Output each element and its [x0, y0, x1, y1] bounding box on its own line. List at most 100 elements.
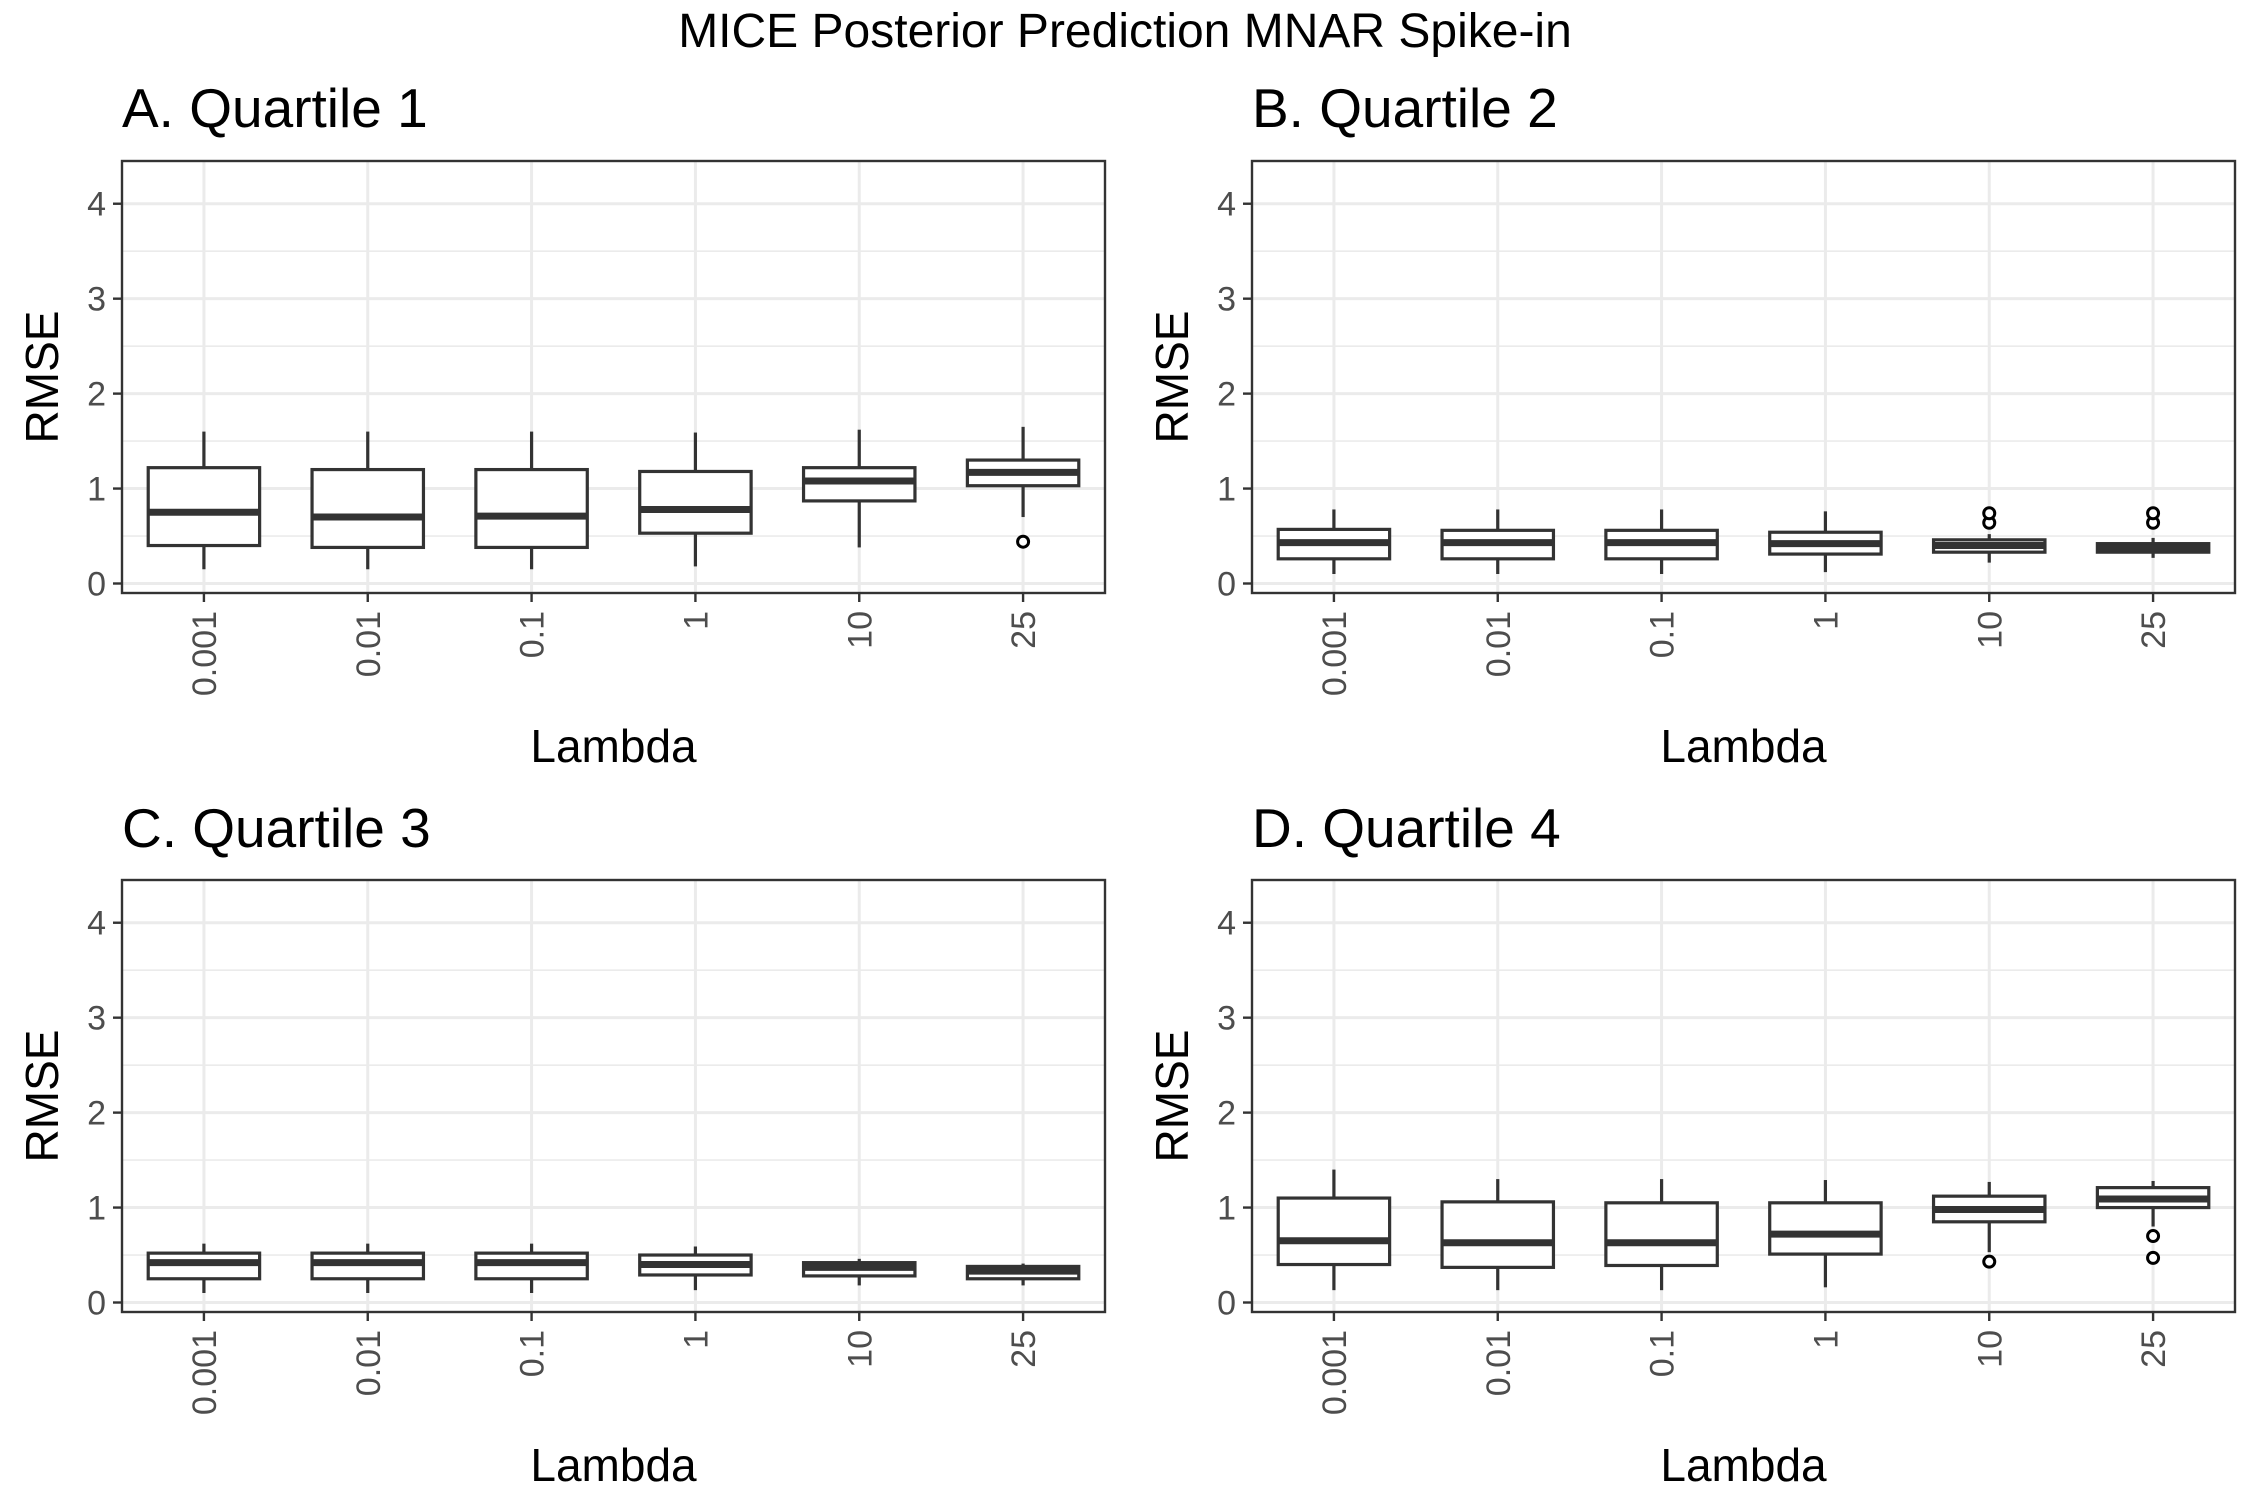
- outlier-point: [2146, 1229, 2161, 1244]
- x-tick-label: 0.1: [514, 611, 552, 658]
- box-10: [801, 429, 917, 548]
- panel-title: C. Quartile 3: [122, 797, 431, 859]
- box-iqr: [1768, 1201, 1883, 1256]
- y-axis-title: RMSE: [1146, 311, 1198, 444]
- box-0.001: [1276, 509, 1392, 575]
- outlier-point: [2146, 1250, 2161, 1265]
- panel-1: 0 1 2 3 4 0.001 0.01 0.1 1 10 25 A. Quartile 1 Lambd…: [16, 77, 1107, 772]
- y-tick-label: 2: [87, 376, 106, 414]
- panel-2: 0 1 2 3 4 0.001 0.01 0.1 1 10 25 B. Quartile 2 Lambd…: [1146, 77, 2237, 772]
- box-1: [1768, 1180, 1883, 1288]
- y-tick-label: 1: [1217, 471, 1236, 509]
- y-axis-title: RMSE: [16, 311, 68, 444]
- figure-title: MICE Posterior Prediction MNAR Spike-in: [678, 5, 1572, 58]
- outlier-point: [2146, 506, 2161, 521]
- x-tick-label: 0.001: [1316, 611, 1354, 696]
- box-0.001: [1276, 1169, 1392, 1291]
- panel-border: [1250, 159, 2237, 595]
- x-tick-label: 0.001: [1316, 1330, 1354, 1415]
- y-tick-label: 0: [87, 566, 106, 604]
- box-25: [965, 426, 1081, 549]
- box-1: [638, 1246, 753, 1291]
- panel-title: B. Quartile 2: [1252, 77, 1558, 139]
- y-tick-label: 2: [87, 1095, 106, 1133]
- outlier-point: [1982, 1254, 1997, 1269]
- y-tick-label: 4: [1217, 186, 1236, 224]
- y-tick-label: 0: [1217, 566, 1236, 604]
- x-tick-label: 1: [677, 1330, 715, 1349]
- box-10: [801, 1258, 917, 1286]
- box-0.01: [1440, 1179, 1556, 1291]
- y-tick-label: 1: [87, 1190, 106, 1228]
- y-tick-label: 2: [1217, 1095, 1236, 1133]
- panel-4: 0 1 2 3 4 0.001 0.01 0.1 1 10 25 D. Quartile 4 Lambd…: [1146, 797, 2237, 1491]
- box-iqr: [1604, 1201, 1719, 1268]
- box-25: [2095, 1180, 2211, 1265]
- x-tick-label: 0.1: [1644, 611, 1682, 658]
- panel-3: 0 1 2 3 4 0.001 0.01 0.1 1 10 25 C. Quartile 3 Lambd…: [16, 797, 1107, 1491]
- x-tick-label: 25: [2135, 1330, 2173, 1368]
- panel-border: [120, 878, 1107, 1314]
- x-tick-label: 0.01: [350, 611, 388, 677]
- box-iqr: [474, 467, 589, 550]
- x-axis-title: Lambda: [530, 720, 697, 772]
- y-tick-label: 0: [87, 1285, 106, 1323]
- x-axis-title: Lambda: [1660, 1439, 1827, 1491]
- panel-title: A. Quartile 1: [122, 77, 428, 139]
- box-0.001: [146, 431, 262, 570]
- y-tick-label: 3: [1217, 281, 1236, 319]
- y-tick-label: 0: [1217, 1285, 1236, 1323]
- y-tick-label: 1: [1217, 1190, 1236, 1228]
- y-tick-label: 1: [87, 471, 106, 509]
- x-tick-label: 25: [1005, 1330, 1043, 1368]
- y-tick-label: 3: [87, 281, 106, 319]
- panel-border: [1250, 878, 2237, 1314]
- y-tick-label: 3: [87, 1000, 106, 1038]
- x-tick-label: 25: [2135, 611, 2173, 649]
- x-axis-title: Lambda: [1660, 720, 1827, 772]
- x-tick-label: 0.01: [1480, 611, 1518, 677]
- x-tick-label: 10: [841, 1330, 879, 1368]
- box-iqr: [146, 466, 262, 548]
- box-0.1: [1604, 509, 1719, 575]
- box-iqr: [638, 469, 753, 535]
- box-10: [1931, 506, 2047, 563]
- box-1: [1768, 511, 1883, 573]
- outlier-point: [1016, 534, 1031, 549]
- box-1: [638, 432, 753, 567]
- x-tick-label: 0.001: [186, 1330, 224, 1415]
- y-axis-title: RMSE: [1146, 1030, 1198, 1163]
- x-tick-label: 0.01: [350, 1330, 388, 1396]
- box-0.1: [1604, 1179, 1719, 1291]
- y-tick-label: 4: [87, 186, 106, 224]
- box-25: [965, 1263, 1081, 1286]
- x-tick-label: 0.1: [1644, 1330, 1682, 1377]
- x-tick-label: 1: [1807, 611, 1845, 630]
- box-10: [1931, 1181, 2047, 1269]
- box-0.001: [146, 1243, 262, 1294]
- x-tick-label: 1: [1807, 1330, 1845, 1349]
- box-0.01: [310, 431, 426, 570]
- y-tick-label: 4: [1217, 905, 1236, 943]
- box-iqr: [310, 467, 426, 550]
- panel-title: D. Quartile 4: [1252, 797, 1561, 859]
- box-iqr: [1276, 1196, 1392, 1267]
- y-tick-label: 2: [1217, 376, 1236, 414]
- x-tick-label: 0.1: [514, 1330, 552, 1377]
- x-tick-label: 10: [1971, 611, 2009, 649]
- y-tick-label: 4: [87, 905, 106, 943]
- y-tick-label: 3: [1217, 1000, 1236, 1038]
- y-axis-title: RMSE: [16, 1030, 68, 1163]
- x-tick-label: 0.01: [1480, 1330, 1518, 1396]
- box-0.1: [474, 431, 589, 570]
- panel-border: [120, 159, 1107, 595]
- x-tick-label: 0.001: [186, 611, 224, 696]
- box-0.01: [1440, 509, 1556, 575]
- x-tick-label: 10: [1971, 1330, 2009, 1368]
- box-iqr: [1440, 1200, 1556, 1269]
- box-0.1: [474, 1243, 589, 1294]
- x-tick-label: 10: [841, 611, 879, 649]
- outlier-point: [1982, 506, 1997, 521]
